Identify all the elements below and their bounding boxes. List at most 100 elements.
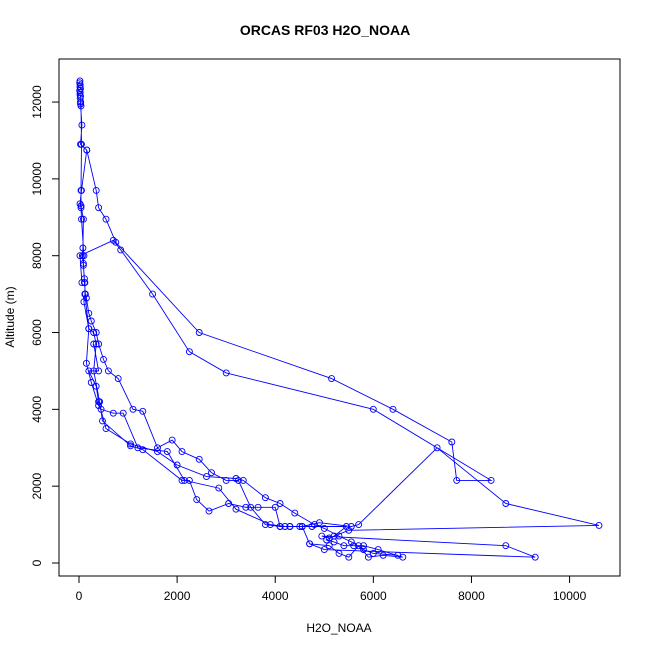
series-line [84,294,600,558]
data-point [77,204,85,212]
data-point [271,503,279,511]
data-point [355,521,363,529]
x-axis: 0 2000 4000 6000 8000 10000 [76,575,587,603]
data-point [102,425,110,433]
series-group [85,340,402,559]
data-point [154,448,161,456]
data-point [78,140,85,148]
data-point [242,503,250,511]
data-point [306,540,314,548]
data-point [77,102,85,110]
data-point [104,367,112,375]
data-point [195,329,203,336]
data-point [281,523,289,530]
data-point [291,509,299,517]
data-point [119,409,127,417]
data-point [318,532,326,540]
data-point [193,496,201,504]
data-point [77,186,85,194]
chart-title: ORCAS RF03 H2O_NOAA [240,22,410,38]
data-point [389,405,397,413]
data-point [95,367,103,375]
x-axis-label: H2O_NOAA [306,621,371,635]
data-point [335,532,343,540]
y-tick-label: 12000 [30,85,44,119]
data-point [320,546,328,554]
data-point [81,290,89,298]
data-point [345,526,353,534]
data-point [78,121,86,129]
data-point [502,542,510,550]
data-point [360,546,367,554]
y-axis: 0 2000 4000 6000 8000 10000 12000 [30,85,60,566]
data-point [453,476,461,484]
data-point [222,369,230,377]
data-point [203,473,210,481]
data-point [85,325,93,333]
x-tick-label: 6000 [360,589,387,603]
data-point [139,446,147,454]
data-point [298,523,306,530]
data-point [78,252,86,260]
y-tick-label: 2000 [30,473,44,500]
data-point [315,519,323,527]
data-point [149,290,157,298]
data-point [261,494,269,502]
data-point [254,503,262,511]
data-point [83,146,91,154]
data-point [154,444,161,452]
data-point [595,521,603,529]
x-tick-label: 4000 [262,589,289,603]
data-point [95,398,103,406]
data-point [369,405,377,413]
data-point [117,246,125,254]
data-point [79,215,87,223]
series-line [79,149,493,481]
data-point [531,553,539,561]
data-point [109,236,117,244]
data-point [78,279,86,287]
series-group [76,77,407,561]
data-point [85,309,93,317]
data-point [163,448,171,456]
series-group [76,146,495,484]
data-point [173,461,181,469]
data-point [433,444,441,452]
data-point [102,215,110,223]
x-tick-label: 10000 [553,589,587,603]
y-tick-label: 10000 [30,162,44,196]
data-point [345,553,353,561]
data-point [208,469,215,477]
data-point [95,204,103,212]
data-point [487,476,495,484]
data-point [222,476,230,484]
data-point [320,524,328,532]
data-point [448,438,456,446]
data-point [114,375,122,383]
y-tick-label: 8000 [30,242,44,269]
data-point [340,542,348,550]
y-tick-label: 6000 [30,319,44,346]
data-point [347,538,355,546]
data-point [129,405,137,413]
series-group [81,290,603,561]
data-point [99,417,106,425]
data-point [328,375,336,383]
data-point [502,500,510,507]
data-point [247,503,255,511]
data-point [95,340,103,348]
data-point [232,475,240,482]
data-point [109,409,117,417]
x-tick-label: 2000 [164,589,191,603]
data-point [185,348,193,356]
data-point [374,546,382,554]
data-point [82,294,90,302]
data-point [311,521,318,529]
data-point [394,551,402,559]
data-point [92,340,100,348]
y-tick-label: 4000 [30,396,44,423]
data-point [134,444,142,452]
data-point [92,186,100,194]
data-point [195,455,203,463]
